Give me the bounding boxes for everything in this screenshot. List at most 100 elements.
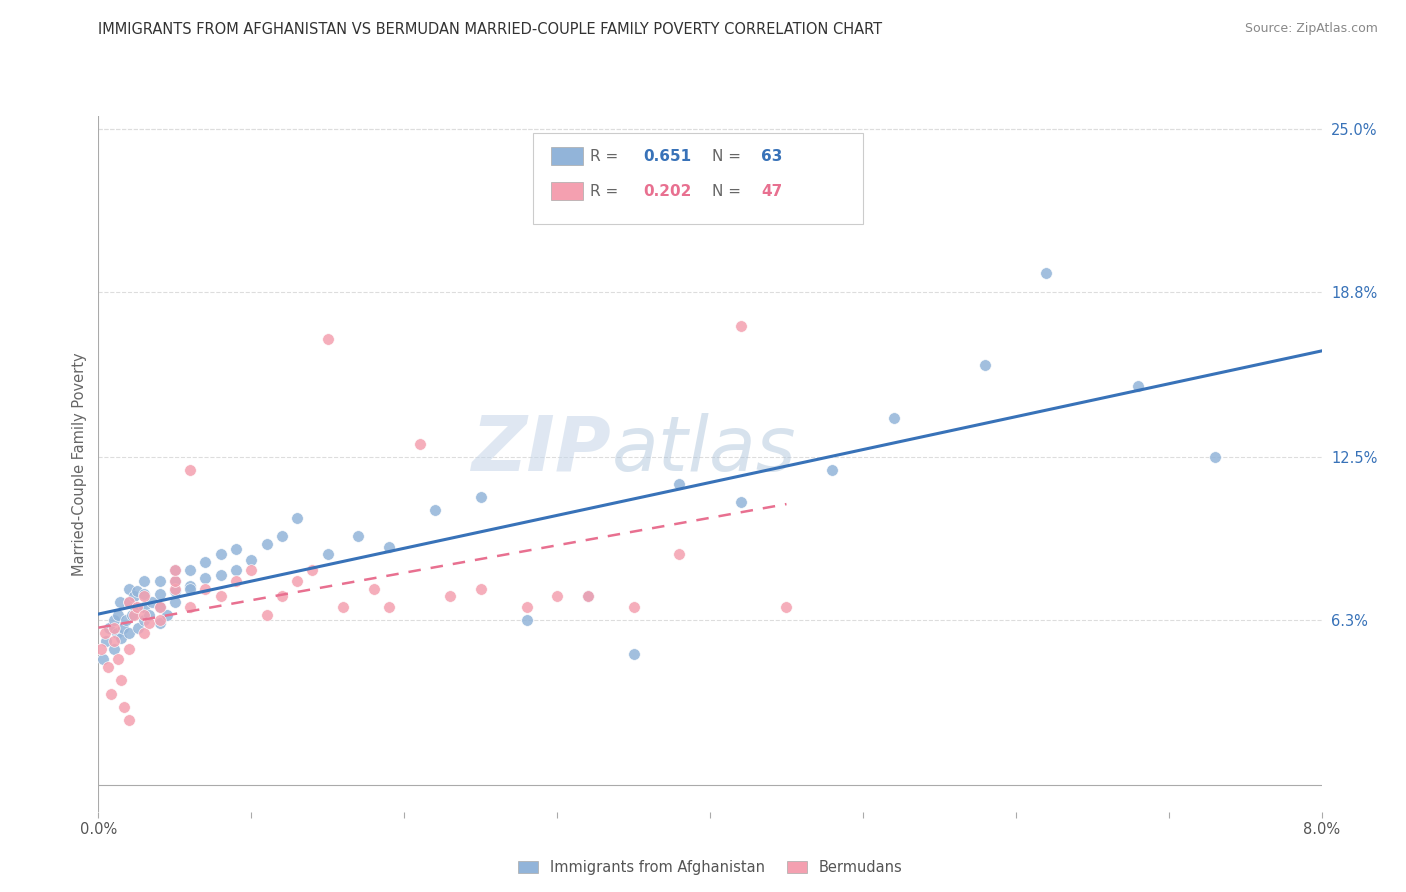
Point — [98, 621, 121, 635]
Text: 63: 63 — [762, 149, 783, 164]
Point — [118, 713, 141, 727]
Point — [91, 652, 114, 666]
Point — [118, 595, 141, 609]
Point — [194, 582, 217, 596]
Point — [163, 584, 186, 599]
Point — [111, 621, 134, 635]
Point — [470, 582, 492, 596]
Point — [623, 647, 645, 661]
Point — [270, 590, 294, 604]
Point — [93, 626, 115, 640]
Point — [285, 574, 308, 588]
Point — [256, 537, 278, 551]
Point — [516, 599, 538, 614]
Point — [149, 574, 172, 588]
Point — [285, 510, 308, 524]
Point — [163, 582, 186, 596]
Point — [138, 607, 160, 622]
Text: R =: R = — [591, 184, 623, 199]
Point — [97, 660, 120, 674]
Point — [332, 599, 354, 614]
Point — [470, 490, 492, 504]
Text: 0.202: 0.202 — [643, 184, 692, 199]
Point — [149, 599, 172, 614]
Point — [179, 579, 201, 593]
Point — [668, 476, 690, 491]
Point — [546, 590, 568, 604]
Point — [163, 595, 186, 609]
Point — [107, 607, 129, 622]
Point — [134, 613, 156, 627]
Point — [775, 599, 797, 614]
Point — [730, 318, 752, 333]
Point — [240, 563, 263, 577]
Point — [668, 548, 690, 562]
Point — [163, 563, 186, 577]
Point — [163, 574, 186, 588]
Text: ZIP: ZIP — [472, 413, 612, 487]
Point — [179, 463, 201, 477]
Point — [623, 599, 645, 614]
Point — [883, 410, 905, 425]
FancyBboxPatch shape — [533, 134, 863, 224]
Point — [974, 359, 997, 373]
Point — [225, 542, 247, 557]
Text: IMMIGRANTS FROM AFGHANISTAN VS BERMUDAN MARRIED-COUPLE FAMILY POVERTY CORRELATIO: IMMIGRANTS FROM AFGHANISTAN VS BERMUDAN … — [98, 22, 883, 37]
Point — [439, 590, 461, 604]
Point — [225, 574, 247, 588]
Point — [316, 548, 339, 562]
Point — [134, 626, 156, 640]
Point — [408, 437, 430, 451]
FancyBboxPatch shape — [551, 182, 583, 200]
Point — [163, 563, 186, 577]
Point — [122, 607, 145, 622]
Point — [209, 548, 232, 562]
Point — [156, 607, 179, 622]
Point — [115, 613, 138, 627]
FancyBboxPatch shape — [551, 147, 583, 165]
Point — [125, 584, 148, 599]
Legend: Immigrants from Afghanistan, Bermudans: Immigrants from Afghanistan, Bermudans — [512, 855, 908, 881]
Point — [149, 599, 172, 614]
Point — [107, 652, 129, 666]
Point — [821, 463, 844, 477]
Point — [134, 574, 156, 588]
Point — [730, 495, 752, 509]
Point — [110, 673, 132, 688]
Point — [149, 613, 172, 627]
Point — [576, 590, 599, 604]
Point — [141, 595, 163, 609]
Text: 0.651: 0.651 — [643, 149, 690, 164]
Point — [103, 634, 125, 648]
Point — [100, 687, 122, 701]
Point — [363, 582, 385, 596]
Point — [108, 595, 131, 609]
Point — [225, 563, 247, 577]
Point — [256, 607, 278, 622]
Point — [1035, 267, 1057, 281]
Point — [94, 634, 117, 648]
Text: Source: ZipAtlas.com: Source: ZipAtlas.com — [1244, 22, 1378, 36]
Point — [423, 503, 446, 517]
Point — [1128, 379, 1150, 393]
Point — [118, 582, 141, 596]
Point — [103, 642, 125, 657]
Point — [90, 642, 112, 657]
Point — [118, 626, 141, 640]
Point — [103, 613, 125, 627]
Text: atlas: atlas — [612, 413, 797, 487]
Point — [194, 571, 217, 585]
Point — [347, 529, 370, 543]
Point — [179, 599, 201, 614]
Y-axis label: Married-Couple Family Poverty: Married-Couple Family Poverty — [72, 352, 87, 575]
Point — [209, 568, 232, 582]
Text: R =: R = — [591, 149, 623, 164]
Point — [138, 615, 160, 630]
Point — [149, 587, 172, 601]
Text: N =: N = — [713, 149, 747, 164]
Point — [103, 621, 125, 635]
Text: 47: 47 — [762, 184, 783, 199]
Point — [118, 642, 141, 657]
Point — [134, 599, 156, 614]
Point — [516, 613, 538, 627]
